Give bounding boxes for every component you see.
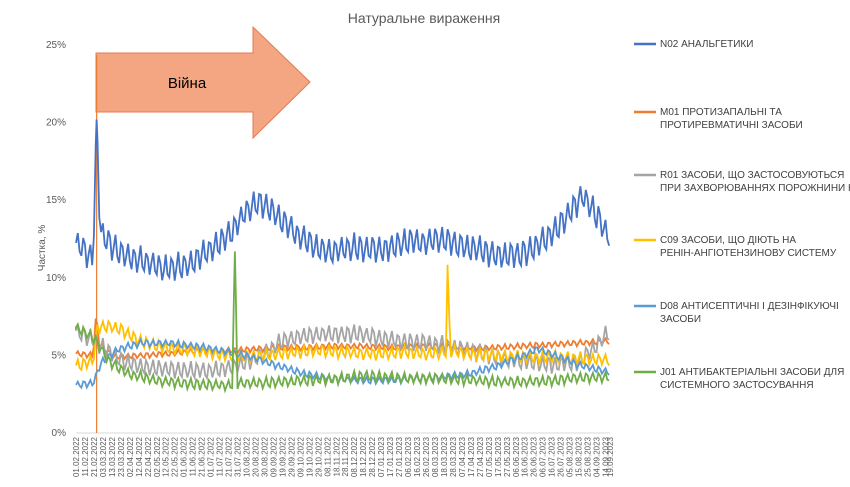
x-tick-label: 12.05.2022 (162, 436, 171, 477)
y-tick-label: 10% (46, 273, 66, 284)
x-tick-label: 08.03.2023 (431, 436, 440, 477)
x-tick-label: 07.05.2023 (485, 436, 494, 477)
x-tick-label: 05.08.2023 (566, 436, 575, 477)
x-tick-label: 02.05.2022 (153, 436, 162, 477)
legend-text-line: M01 ПРОТИЗАПАЛЬНІ ТА (660, 107, 782, 118)
x-tick-label: 08.12.2022 (350, 436, 359, 477)
x-tick-label: 06.07.2023 (539, 436, 548, 477)
x-tick-label: 28.03.2023 (449, 436, 458, 477)
x-tick-label: 18.11.2022 (332, 436, 341, 476)
y-tick-label: 5% (52, 350, 67, 361)
x-tick-label: 30.08.2022 (260, 436, 269, 477)
x-axis: 01.02.2022 11.02.2022 21.02.2022 03.03.2022… (72, 432, 615, 477)
legend-text-line: ПРИ ЗАХВОРЮВАННЯХ ПОРОЖНИНИ НОСА (660, 183, 850, 194)
y-tick-label: 0% (52, 428, 67, 439)
x-tick-label: 07.01.2023 (377, 436, 386, 477)
x-tick-label: 18.12.2022 (359, 436, 368, 477)
x-tick-label: 01.02.2022 (72, 436, 81, 477)
legend-entry: M01 ПРОТИЗАПАЛЬНІ ТА ПРОТИРЕВМАТИЧНІ ЗАСО… (660, 107, 803, 131)
chart-title: Натуральне вираження (348, 10, 500, 26)
x-tick-label: 16.06.2023 (521, 436, 530, 477)
x-tick-label: 25.08.2023 (584, 436, 593, 477)
x-tick-label: 17.05.2023 (494, 436, 503, 477)
y-axis-ticks: 0% 5% 10% 15% 20% 25% (46, 40, 66, 439)
x-tick-label: 26.06.2023 (530, 436, 539, 477)
legend-text-line: J01 АНТИБАКТЕРІАЛЬНІ ЗАСОБИ ДЛЯ (660, 367, 844, 378)
y-tick-label: 15% (46, 195, 66, 206)
war-annotation: Війна (95, 25, 311, 433)
x-tick-label: 31.07.2022 (234, 436, 243, 477)
series-line (75, 324, 610, 382)
x-tick-label: 01.07.2022 (207, 436, 216, 477)
x-tick-label: 11.06.2022 (189, 436, 198, 476)
war-label: Війна (168, 75, 207, 92)
y-tick-label: 25% (46, 40, 66, 51)
legend-text-line: ЗАСОБИ (660, 314, 701, 325)
series-line (75, 318, 610, 361)
x-tick-label: 11.07.2022 (216, 436, 225, 476)
x-tick-label: 29.09.2022 (287, 436, 296, 477)
x-tick-label: 14.09.2023 (602, 436, 611, 477)
legend-entry: C09 ЗАСОБИ, ЩО ДІЮТЬ НА РЕНІН-АНГІОТЕНЗИН… (660, 235, 837, 259)
series-line (75, 251, 610, 394)
x-tick-label: 03.03.2022 (99, 436, 108, 477)
series-line (75, 119, 610, 281)
legend-entry: J01 АНТИБАКТЕРІАЛЬНІ ЗАСОБИ ДЛЯ СИСТЕМНОГ… (660, 367, 844, 391)
x-tick-label: 04.09.2023 (593, 436, 602, 477)
x-tick-label: 13.03.2022 (108, 436, 117, 477)
x-tick-label: 08.11.2022 (323, 436, 332, 476)
legend-text-line: СИСТЕМНОГО ЗАСТОСУВАННЯ (660, 380, 814, 391)
x-tick-label: 29.10.2022 (314, 436, 323, 477)
x-tick-label: 19.10.2022 (305, 436, 314, 477)
x-tick-label: 23.03.2022 (117, 436, 126, 477)
x-tick-label: 09.10.2022 (296, 436, 305, 477)
y-tick-label: 20% (46, 118, 66, 129)
legend-text-line: R01 ЗАСОБИ, ЩО ЗАСТОСОВУЮТЬСЯ (660, 170, 844, 181)
x-tick-label: 02.04.2022 (126, 436, 135, 477)
x-tick-label: 28.12.2022 (368, 436, 377, 477)
x-tick-label: 28.11.2022 (341, 436, 350, 476)
x-tick-label: 09.09.2022 (269, 436, 278, 477)
x-tick-label: 26.02.2023 (422, 436, 431, 477)
x-tick-label: 26.07.2023 (557, 436, 566, 477)
x-tick-label: 21.06.2022 (198, 436, 207, 477)
legend: N02 АНАЛЬГЕТИКИ M01 ПРОТИЗАПАЛЬНІ ТА ПРОТИ… (634, 39, 850, 391)
x-tick-label: 27.01.2023 (395, 436, 404, 477)
legend-text-line: РЕНІН-АНГІОТЕНЗИНОВУ СИСТЕМУ (660, 248, 837, 259)
war-arrow-shape (95, 25, 311, 140)
x-tick-label: 27.04.2023 (476, 436, 485, 477)
x-tick-label: 22.04.2022 (144, 436, 153, 477)
legend-text-line: C09 ЗАСОБИ, ЩО ДІЮТЬ НА (660, 235, 796, 246)
x-tick-label: 16.07.2023 (548, 436, 557, 477)
legend-entry: D08 АНТИСЕПТИЧНІ І ДЕЗІНФІКУЮЧІ ЗАСОБИ (660, 301, 839, 325)
x-tick-label: 18.03.2023 (440, 436, 449, 477)
x-tick-label: 01.06.2022 (180, 436, 189, 477)
x-tick-label: 16.02.2023 (413, 436, 422, 477)
series-line (75, 264, 610, 372)
x-tick-label: 07.04.2023 (458, 436, 467, 477)
x-tick-label: 06.06.2023 (512, 436, 521, 477)
x-tick-label: 21.02.2022 (90, 436, 99, 477)
legend-entry: N02 АНАЛЬГЕТИКИ (660, 39, 753, 50)
legend-entry: R01 ЗАСОБИ, ЩО ЗАСТОСОВУЮТЬСЯ ПРИ ЗАХВОРЮ… (660, 170, 850, 194)
x-tick-label: 17.04.2023 (467, 436, 476, 477)
legend-text-line: D08 АНТИСЕПТИЧНІ І ДЕЗІНФІКУЮЧІ (660, 301, 839, 312)
y-axis-label: Частка, % (37, 225, 48, 272)
x-tick-label: 11.02.2022 (81, 436, 90, 476)
x-tick-label: 10.08.2022 (243, 436, 252, 477)
x-tick-label: 20.08.2022 (251, 436, 260, 477)
x-tick-label: 27.05.2023 (503, 436, 512, 477)
x-tick-label: 06.02.2023 (404, 436, 413, 477)
x-tick-label: 22.05.2022 (171, 436, 180, 477)
x-tick-label: 15.08.2023 (575, 436, 584, 477)
x-tick-label: 19.09.2023 (606, 436, 615, 477)
x-tick-label: 12.04.2022 (135, 436, 144, 477)
legend-text-line: ПРОТИРЕВМАТИЧНІ ЗАСОБИ (660, 120, 803, 131)
series-layer (75, 119, 611, 394)
x-tick-label: 17.01.2023 (386, 436, 395, 477)
legend-text-line: N02 АНАЛЬГЕТИКИ (660, 39, 753, 50)
x-tick-label: 19.09.2022 (278, 436, 287, 477)
x-tick-label: 21.07.2022 (225, 436, 234, 477)
